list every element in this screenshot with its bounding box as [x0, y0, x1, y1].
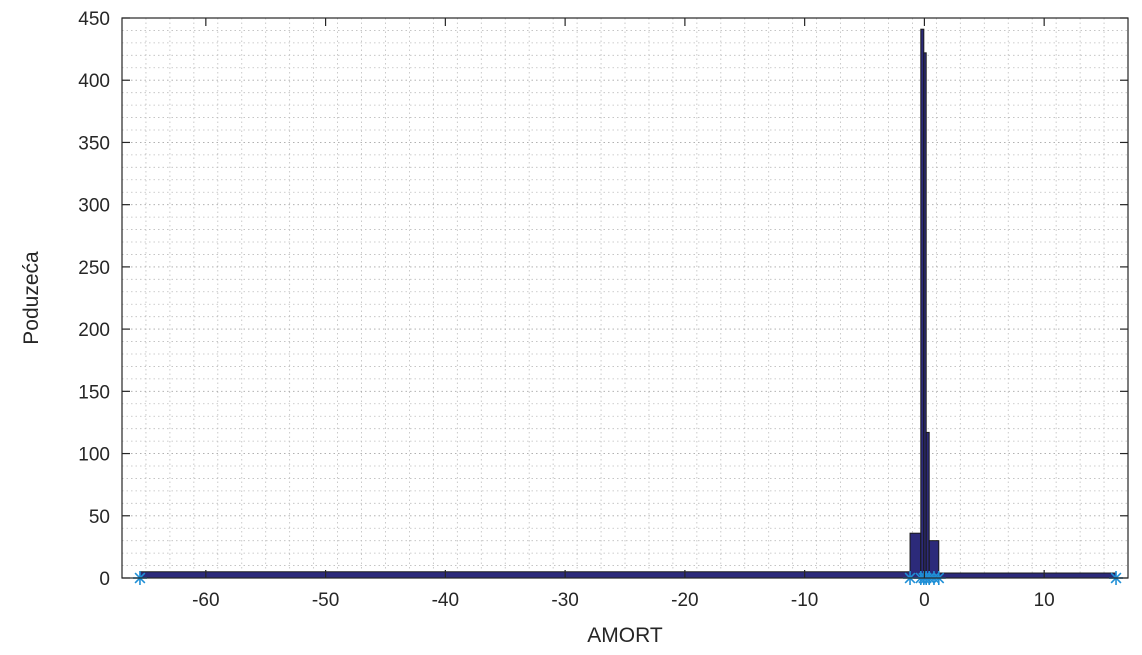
y-tick-labels: 0 50 100 150 200 250 300 350 400 450 — [78, 9, 110, 590]
histogram-bar — [909, 532, 922, 579]
x-tick-label: -20 — [671, 590, 698, 611]
y-tick-label: 0 — [99, 569, 110, 590]
y-tick-label: 100 — [78, 445, 110, 466]
x-tick-label: -30 — [551, 590, 578, 611]
plot-area-border — [121, 17, 1129, 579]
y-tick-label: 50 — [89, 507, 110, 528]
y-tick-label: 450 — [78, 9, 110, 30]
axis-ticks — [122, 17, 1128, 579]
y-tick-label: 200 — [78, 320, 110, 341]
x-tick-label: -50 — [312, 590, 339, 611]
x-tick-labels: -60 -50 -40 -30 -20 -10 0 10 — [192, 590, 1055, 611]
y-tick-label: 350 — [78, 133, 110, 154]
x-tick-label: 10 — [1034, 590, 1055, 611]
histogram-bar — [938, 572, 1117, 579]
y-tick-label: 400 — [78, 71, 110, 92]
grid-lines — [121, 17, 1129, 579]
x-tick-label: -60 — [192, 590, 219, 611]
histogram-bar — [139, 571, 911, 579]
y-tick-label: 300 — [78, 196, 110, 217]
y-tick-label: 150 — [78, 382, 110, 403]
x-axis-label: AMORT — [587, 624, 663, 647]
x-tick-label: -10 — [791, 590, 818, 611]
y-axis-label: Poduzeća — [20, 251, 43, 345]
x-tick-label: -40 — [432, 590, 459, 611]
histogram-bars — [139, 28, 1117, 579]
y-tick-label: 250 — [78, 258, 110, 279]
x-tick-label: 0 — [919, 590, 930, 611]
